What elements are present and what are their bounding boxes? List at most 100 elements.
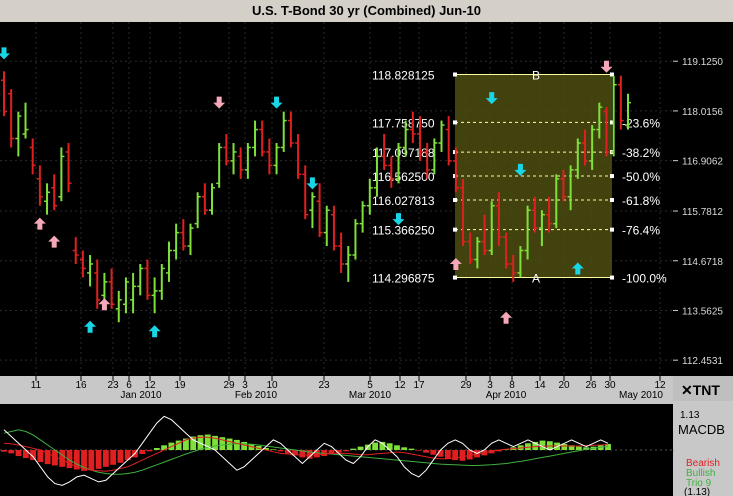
sell-signal-arrow	[98, 298, 111, 311]
fibonacci-handle	[453, 275, 457, 280]
macd-histogram-bar	[314, 450, 320, 458]
macd-histogram-bar	[299, 450, 306, 458]
buy-signal-arrow	[485, 92, 498, 105]
buy-signal-arrow	[270, 96, 283, 109]
macd-axis	[673, 404, 733, 496]
macd-histogram-bar	[335, 450, 342, 453]
macd-histogram-bar	[219, 437, 226, 450]
fibonacci-price-label: 116.027813	[372, 194, 435, 208]
date-tick-label: 14	[534, 380, 546, 391]
macd-histogram-bar	[394, 445, 400, 450]
buy-signal-arrow	[0, 47, 10, 60]
legend-trio: Trio 9	[686, 478, 712, 489]
macd-histogram-bar	[350, 448, 357, 450]
month-label: Feb 2010	[235, 390, 278, 401]
price-tick-label: 116.9062	[682, 157, 723, 168]
macd-histogram-bar	[153, 447, 160, 450]
macd-histogram-bar	[44, 450, 51, 465]
date-tick-label: 29	[460, 380, 472, 391]
date-tick-label: 17	[413, 380, 425, 391]
fibonacci-percent-label: -100.0%	[622, 272, 667, 286]
date-axis[interactable]	[0, 376, 673, 401]
fibonacci-price-label: 114.296875	[372, 272, 435, 286]
date-tick-label: 6	[126, 380, 132, 391]
macd-histogram-bar	[81, 450, 87, 471]
price-tick-label: 114.6718	[682, 257, 723, 268]
date-tick-label: 3	[487, 380, 493, 391]
macd-line	[3, 415, 609, 486]
fibonacci-handle	[453, 120, 457, 125]
date-tick-label: 8	[509, 380, 515, 391]
macd-histogram-bar	[408, 448, 415, 450]
macd-histogram-bar	[401, 447, 408, 450]
sell-signal-arrow	[213, 96, 226, 109]
macd-histogram-bar	[532, 441, 539, 450]
macd-histogram-bar	[139, 450, 146, 455]
macd-histogram-bar	[110, 450, 117, 465]
month-label: May 2010	[619, 390, 663, 401]
macd-histogram-bar	[430, 450, 437, 455]
fibonacci-percent-label: -50.0%	[622, 170, 660, 184]
macd-histogram-bar	[8, 450, 15, 454]
price-axis[interactable]	[673, 22, 733, 376]
date-tick-label: 3	[242, 380, 248, 391]
macd-histogram-bar	[183, 438, 189, 450]
macd-histogram-bar	[306, 450, 313, 459]
macd-histogram-bar	[212, 435, 218, 450]
legend-bullish: Bullish	[686, 468, 715, 479]
macd-histogram-bar	[241, 441, 248, 450]
macd-histogram-bar	[270, 449, 277, 450]
fibonacci-percent-label: -38.2%	[622, 146, 660, 160]
macd-histogram-bar	[52, 450, 58, 466]
fibonacci-point-a: A	[532, 272, 540, 286]
buy-signal-arrow	[84, 320, 97, 333]
date-tick-label: 19	[174, 380, 186, 391]
macd-histogram-bar	[175, 440, 182, 450]
fibonacci-point-b: B	[532, 69, 540, 83]
macd-histogram-bar	[379, 441, 386, 450]
macd-histogram-bar	[263, 447, 269, 450]
fibonacci-price-label: 115.366250	[372, 224, 435, 238]
macd-histogram-bar	[292, 450, 298, 456]
sell-signal-arrow	[48, 235, 61, 248]
fibonacci-handle	[610, 227, 614, 232]
macd-histogram-bar	[30, 450, 37, 461]
macd-histogram-bar	[386, 443, 393, 450]
macd-histogram-bar	[444, 450, 451, 459]
price-tick-label: 112.4531	[682, 356, 723, 367]
fibonacci-price-label: 116.562500	[372, 170, 435, 184]
month-label: Jan 2010	[120, 390, 162, 401]
macd-histogram-bar	[95, 450, 102, 469]
macd-histogram-bar	[437, 450, 444, 457]
price-tick-label: 119.1250	[682, 57, 723, 68]
price-tick-label: 118.0156	[682, 107, 723, 118]
fibonacci-handle	[610, 174, 614, 179]
sell-signal-arrow	[500, 311, 513, 324]
macd-histogram-bar	[568, 445, 575, 450]
date-tick-label: 23	[107, 380, 119, 391]
macd-histogram-bar	[73, 450, 80, 470]
fibonacci-percent-label: -23.6%	[622, 116, 660, 130]
macd-histogram-bar	[495, 450, 502, 452]
buy-signal-arrow	[571, 262, 584, 275]
macd-histogram-bar	[452, 450, 459, 461]
macd-histogram-bar	[575, 446, 582, 450]
date-tick-label: 23	[318, 380, 330, 391]
date-tick-label: 12	[394, 380, 406, 391]
macd-histogram-bar	[124, 450, 131, 461]
tnt-logo	[673, 376, 733, 401]
price-axis-ticks: 119.1250 118.0156 116.9062 115.7812 114.6718…	[673, 57, 723, 367]
fibonacci-price-label: 118.828125	[372, 69, 435, 83]
macd-histogram-bar	[284, 450, 291, 454]
date-tick-label: 5	[367, 380, 373, 391]
price-tick-label: 113.5625	[682, 306, 723, 317]
month-label: Mar 2010	[349, 390, 392, 401]
fibonacci-handle	[453, 72, 457, 77]
date-tick-label: 30	[604, 380, 616, 391]
macd-histogram-bar	[328, 450, 335, 455]
trio-line	[3, 429, 609, 475]
chart-title: U.S. T-Bond 30 yr (Combined) Jun-10	[0, 0, 733, 22]
